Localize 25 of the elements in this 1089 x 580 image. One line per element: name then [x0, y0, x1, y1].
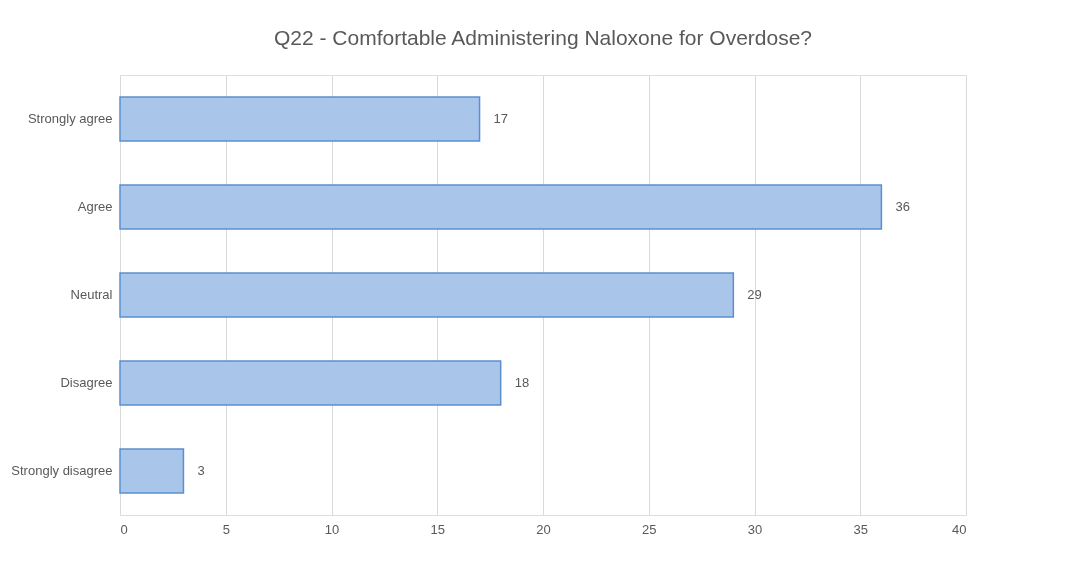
y-tick-label: Strongly agree	[27, 111, 113, 126]
x-tick-label: 20	[536, 521, 551, 537]
x-tick-label: 35	[853, 521, 868, 537]
data-label: 18	[514, 375, 530, 390]
data-label: 36	[895, 199, 910, 214]
bar	[119, 272, 735, 318]
data-label: 3	[197, 463, 205, 478]
bar	[119, 96, 481, 142]
y-tick-label: Agree	[77, 199, 113, 214]
x-tick-label: 5	[222, 521, 230, 537]
chart-title: Q22 - Comfortable Administering Naloxone for Overdose?	[273, 26, 813, 49]
y-tick-label: Strongly disagree	[11, 463, 113, 478]
x-tick-label: 40	[952, 521, 967, 537]
x-tick-label: 0	[120, 521, 128, 537]
bar	[119, 360, 502, 406]
x-tick-label: 15	[430, 521, 445, 537]
y-tick-label: Disagree	[60, 375, 113, 390]
bar	[119, 448, 185, 494]
data-label: 29	[747, 287, 762, 302]
x-tick-label: 10	[324, 521, 340, 537]
x-tick-label: 25	[642, 521, 657, 537]
y-tick-label: Neutral	[70, 287, 113, 302]
x-tick-label: 30	[747, 521, 763, 537]
bar	[119, 184, 883, 230]
data-label: 17	[493, 111, 509, 126]
